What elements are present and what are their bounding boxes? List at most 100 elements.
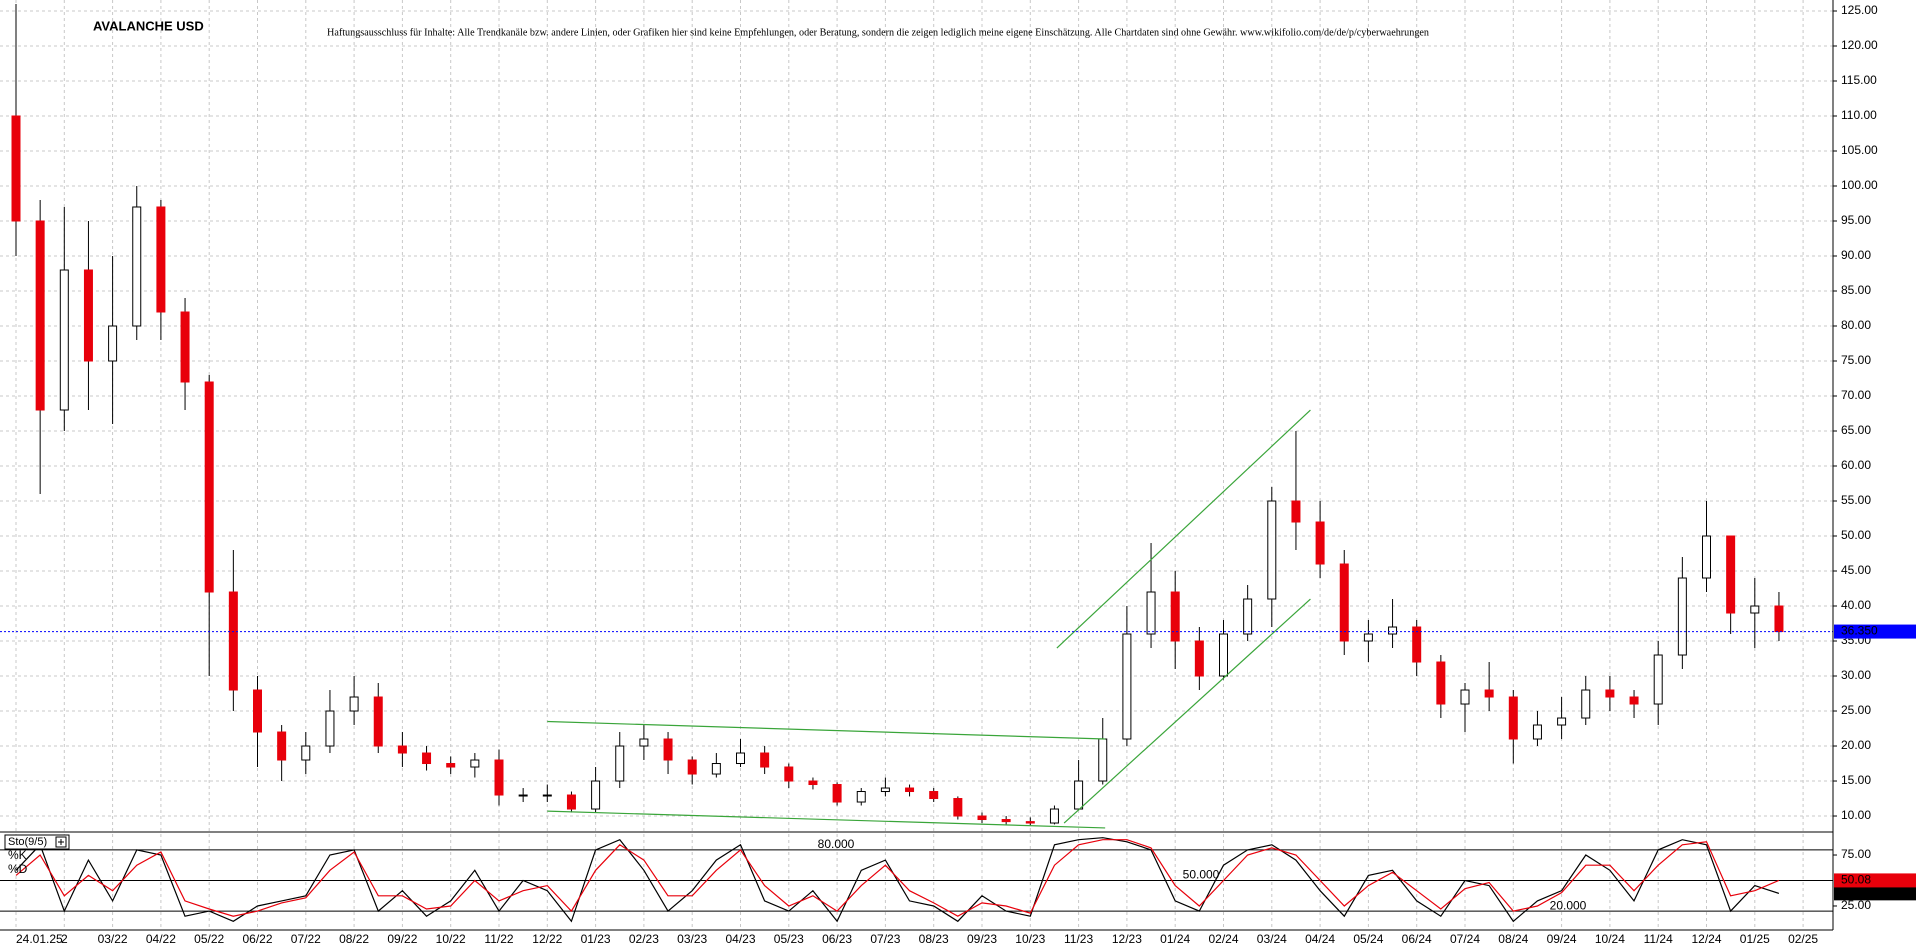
- candle-body: [1219, 633, 1228, 677]
- x-tick-label: 03/24: [1257, 932, 1287, 946]
- x-tick-label: 08/22: [339, 932, 369, 946]
- x-tick-label: 05/22: [194, 932, 224, 946]
- candle-body: [1315, 521, 1325, 565]
- candle-body: [325, 710, 335, 747]
- candle-body: [1702, 535, 1711, 579]
- y-tick-label: 55.00: [1841, 493, 1871, 507]
- candle-body: [663, 738, 673, 761]
- candle-body: [397, 745, 407, 754]
- candle-body: [1098, 738, 1108, 782]
- candle-body: [494, 759, 504, 796]
- y-tick-label: 80.00: [1841, 318, 1871, 332]
- candle-body: [35, 220, 45, 411]
- candle-body: [1001, 819, 1011, 823]
- y-tick-label: 65.00: [1841, 423, 1871, 437]
- y-tick-label: 40.00: [1841, 598, 1871, 612]
- y-tick-label: 70.00: [1841, 388, 1871, 402]
- x-tick-label: 01/23: [581, 932, 611, 946]
- candle-body: [11, 115, 21, 222]
- candle-body: [253, 689, 262, 733]
- y-tick-label: 20.00: [1841, 738, 1871, 752]
- x-tick-label: 01/24: [1160, 932, 1190, 946]
- candle-body: [1557, 717, 1567, 726]
- candle-body: [711, 763, 721, 775]
- candle-body: [108, 325, 118, 362]
- candle-body: [760, 752, 770, 768]
- candle-body: [953, 798, 963, 817]
- candle-body: [156, 206, 166, 313]
- candle-body: [1581, 689, 1591, 719]
- trendline: [1063, 598, 1311, 824]
- x-tick-label: 06/22: [242, 932, 272, 946]
- candle-body: [1049, 808, 1059, 824]
- candle-body: [1460, 689, 1470, 705]
- candle-body: [905, 787, 915, 793]
- x-tick-label: 05/24: [1353, 932, 1383, 946]
- x-tick-label: 2: [61, 932, 68, 946]
- candle-body: [1484, 689, 1494, 698]
- last-value-label: 50.08: [1841, 873, 1871, 887]
- x-tick-label: 03/22: [98, 932, 128, 946]
- candle-body: [542, 794, 552, 797]
- candle-body: [1122, 633, 1132, 740]
- candle-body: [856, 791, 866, 803]
- y-tick-label: 85.00: [1841, 283, 1871, 297]
- x-tick-label: 24.01.25: [16, 932, 63, 946]
- candle-body: [1653, 654, 1663, 705]
- x-tick-label: 11/23: [1064, 932, 1093, 946]
- indicator-legend-box: [4, 834, 70, 850]
- x-tick-label: 06/23: [822, 932, 852, 946]
- candle-body: [470, 759, 480, 768]
- y-tick-label: 60.00: [1841, 458, 1871, 472]
- candle-body: [301, 745, 311, 761]
- y-tick-label: 75.00: [1841, 847, 1871, 861]
- current-price-box: [1834, 624, 1916, 639]
- candle-body: [518, 794, 528, 797]
- candle-body: [1532, 724, 1542, 740]
- x-tick-label: 03/23: [677, 932, 707, 946]
- trendline: [1056, 409, 1311, 649]
- candle-body: [349, 696, 359, 712]
- x-tick-label: 09/22: [387, 932, 417, 946]
- y-tick-label: 45.00: [1841, 563, 1871, 577]
- candle-body: [1677, 577, 1687, 656]
- candle-body: [1388, 626, 1398, 635]
- candle-body: [1074, 780, 1084, 810]
- candle-body: [1363, 633, 1373, 642]
- y-tick-label: 90.00: [1841, 248, 1871, 262]
- indicator-line: [15, 839, 1780, 917]
- x-tick-label: 07/24: [1450, 932, 1480, 946]
- y-tick-label: 50.00: [1841, 528, 1871, 542]
- y-tick-label: 30.00: [1841, 668, 1871, 682]
- y-tick-label: 25.00: [1841, 703, 1871, 717]
- axis-layer: 10.0015.0020.0025.0030.0035.0040.0045.00…: [8, 3, 1916, 946]
- y-tick-label: 100.00: [1841, 178, 1878, 192]
- indicator-title: Sto(9/5): [8, 836, 47, 848]
- disclaimer: Haftungsausschluss für Inhalte: Alle Tre…: [327, 27, 1429, 39]
- y-tick-label: 10.00: [1841, 808, 1871, 822]
- y-tick-label: 105.00: [1841, 143, 1878, 157]
- x-tick-label: 07/22: [291, 932, 321, 946]
- x-tick-label: 08/23: [919, 932, 949, 946]
- candle-body: [566, 794, 576, 810]
- last-value-label: 37.393: [1841, 886, 1878, 900]
- candle-body: [687, 759, 697, 775]
- last-value-box: [1834, 886, 1916, 901]
- x-tick-label: 01/25: [1740, 932, 1770, 946]
- y-tick-label: 115.00: [1841, 73, 1877, 87]
- x-tick-label: 02/24: [1208, 932, 1238, 946]
- legend-entry: %K: [8, 848, 27, 862]
- x-tick-label: 12/22: [532, 932, 562, 946]
- x-tick-label: 11/24: [1644, 932, 1673, 946]
- candle-body: [422, 752, 432, 765]
- candle-body: [1025, 821, 1035, 824]
- candle-body: [808, 780, 818, 786]
- candle-body: [180, 311, 190, 383]
- candle-body: [1170, 591, 1180, 642]
- candle-body: [1605, 689, 1615, 698]
- x-tick-label: 07/23: [870, 932, 900, 946]
- trendline: [547, 810, 1106, 829]
- candle-body: [880, 787, 890, 793]
- y-tick-label: 15.00: [1841, 773, 1871, 787]
- x-tick-label: 09/23: [967, 932, 997, 946]
